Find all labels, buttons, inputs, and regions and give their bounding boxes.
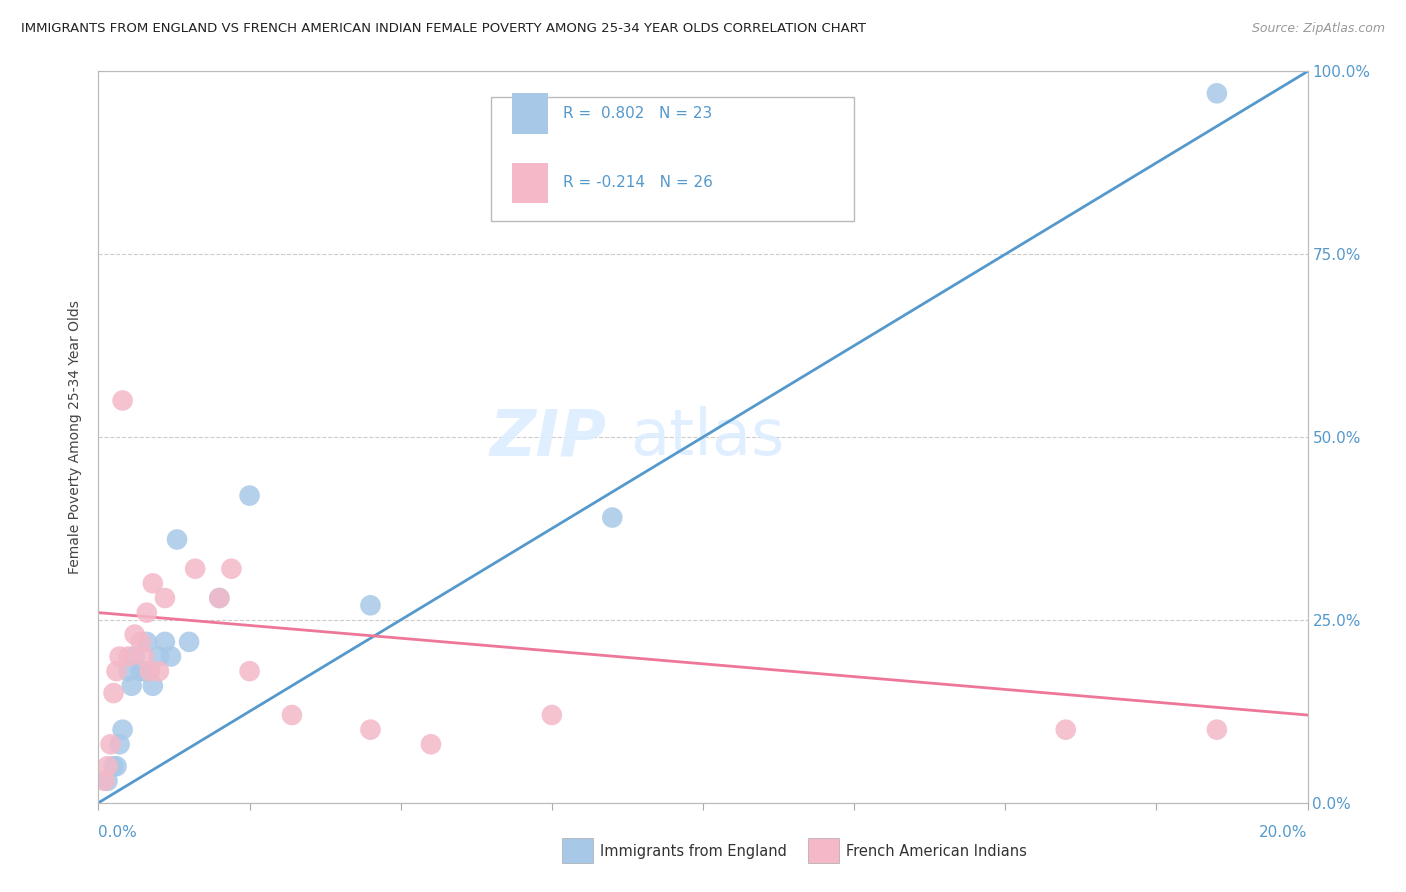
- Text: 0.0%: 0.0%: [98, 825, 138, 840]
- Y-axis label: Female Poverty Among 25-34 Year Olds: Female Poverty Among 25-34 Year Olds: [69, 300, 83, 574]
- Point: [221, 562, 243, 576]
- Point: [96, 773, 118, 788]
- FancyBboxPatch shape: [512, 162, 548, 203]
- Point: [153, 591, 176, 605]
- Point: [1054, 723, 1077, 737]
- Text: 20.0%: 20.0%: [1260, 825, 1308, 840]
- Point: [184, 562, 207, 576]
- Point: [1206, 723, 1229, 737]
- Text: Source: ZipAtlas.com: Source: ZipAtlas.com: [1251, 22, 1385, 36]
- Point: [139, 664, 162, 678]
- Point: [153, 635, 176, 649]
- Point: [103, 686, 125, 700]
- Point: [108, 737, 131, 751]
- Point: [360, 599, 382, 613]
- Text: R =  0.802   N = 23: R = 0.802 N = 23: [562, 106, 711, 121]
- Point: [1206, 87, 1229, 101]
- Point: [105, 759, 128, 773]
- Point: [129, 635, 152, 649]
- Point: [602, 510, 624, 524]
- Point: [281, 708, 304, 723]
- Point: [360, 723, 382, 737]
- Point: [124, 649, 146, 664]
- Text: atlas: atlas: [630, 406, 785, 468]
- Point: [135, 635, 157, 649]
- Point: [105, 664, 128, 678]
- Point: [166, 533, 188, 547]
- Point: [179, 635, 201, 649]
- Point: [142, 576, 165, 591]
- Point: [118, 649, 141, 664]
- Point: [96, 759, 118, 773]
- Point: [132, 649, 155, 664]
- Point: [148, 649, 170, 664]
- Point: [108, 649, 131, 664]
- Point: [111, 393, 134, 408]
- Point: [135, 606, 157, 620]
- Point: [148, 664, 170, 678]
- Text: ZIP: ZIP: [489, 406, 606, 468]
- Point: [160, 649, 183, 664]
- Point: [142, 679, 165, 693]
- Point: [420, 737, 443, 751]
- Point: [139, 664, 162, 678]
- Point: [100, 737, 122, 751]
- Text: Immigrants from England: Immigrants from England: [600, 845, 787, 859]
- Point: [93, 773, 115, 788]
- Point: [541, 708, 564, 723]
- Point: [121, 679, 143, 693]
- Point: [132, 664, 155, 678]
- Text: R = -0.214   N = 26: R = -0.214 N = 26: [562, 176, 713, 190]
- Point: [103, 759, 125, 773]
- FancyBboxPatch shape: [492, 97, 855, 221]
- Point: [129, 664, 152, 678]
- Point: [118, 664, 141, 678]
- Point: [239, 489, 262, 503]
- Text: French American Indians: French American Indians: [846, 845, 1028, 859]
- Point: [124, 627, 146, 641]
- Point: [208, 591, 231, 605]
- Point: [111, 723, 134, 737]
- Point: [208, 591, 231, 605]
- Text: IMMIGRANTS FROM ENGLAND VS FRENCH AMERICAN INDIAN FEMALE POVERTY AMONG 25-34 YEA: IMMIGRANTS FROM ENGLAND VS FRENCH AMERIC…: [21, 22, 866, 36]
- FancyBboxPatch shape: [512, 94, 548, 134]
- Point: [239, 664, 262, 678]
